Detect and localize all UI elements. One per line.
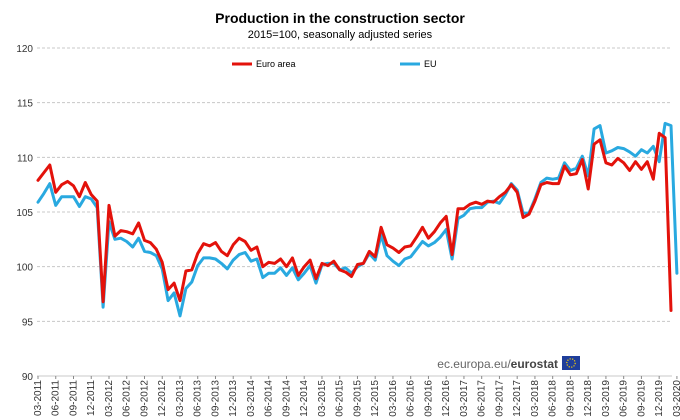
chart-title: Production in the construction sector [215,10,465,26]
credit-prefix: ec.europa.eu/ [437,357,511,371]
x-tick-label: 09-2013 [210,380,221,417]
y-tick-label: 90 [22,372,34,383]
x-tick-label: 06-2019 [619,380,630,417]
x-tick-label: 06-2018 [548,380,559,417]
x-tick-label: 12-2013 [228,380,239,417]
x-tick-label: 09-2018 [565,380,576,417]
x-tick-label: 09-2014 [281,380,292,417]
x-tick-label: 06-2016 [406,380,417,417]
x-tick-label: 03-2013 [175,380,186,417]
x-tick-label: 03-2012 [104,380,115,417]
x-tick-label: 09-2011 [68,380,79,416]
x-tick-label: 03-2017 [459,380,470,417]
y-axis: 90 95 100 105 110 115 120 [16,44,33,383]
eu-flag-icon [562,356,580,370]
eu-flag-stars-icon [566,358,576,368]
x-tick-label: 12-2015 [370,380,381,417]
svg-text:ec.europa.eu/eurostat: ec.europa.eu/eurostat [437,357,558,371]
credit-bold: eurostat [511,357,558,371]
y-tick-label: 115 [17,99,33,110]
x-tick-label: 03-2020 [672,380,680,417]
x-tick-label: 06-2011 [51,380,62,416]
gridlines [37,47,672,377]
series-lines [36,121,679,318]
x-tick-label: 12-2012 [157,380,168,417]
x-tick-label: 06-2015 [335,380,346,417]
x-tick-label: 03-2014 [246,380,257,417]
series-line-euro-area [36,131,673,312]
x-tick-label: 03-2011 [33,380,44,416]
x-tick-label: 03-2015 [317,380,328,417]
x-tick-label: 09-2019 [636,380,647,417]
x-tick-label: 12-2019 [654,380,665,417]
x-tick-label: 06-2013 [193,380,204,417]
y-tick-label: 100 [16,263,33,274]
x-tick-label: 03-2018 [530,380,541,417]
legend: Euro area EU [232,59,437,69]
x-tick-label: 12-2017 [512,380,523,417]
legend-label-euro-area: Euro area [256,59,296,69]
x-tick-label: 09-2012 [139,380,150,417]
x-tick-label: 06-2017 [477,380,488,417]
x-tick-label: 12-2016 [441,380,452,417]
legend-label-eu: EU [424,59,437,69]
y-tick-label: 105 [16,208,33,219]
x-tick-label: 12-2018 [583,380,594,417]
x-axis: 03-2011 06-2011 09-2011 12-2011 03-2012 06-20… [33,376,680,417]
series-line-eu [36,121,679,318]
x-tick-label: 03-2019 [601,380,612,417]
x-tick-label: 09-2015 [352,380,363,417]
x-tick-label: 09-2016 [423,380,434,417]
x-tick-label: 09-2017 [494,380,505,417]
eurostat-credit: ec.europa.eu/eurostat [437,356,580,371]
y-tick-label: 120 [16,44,33,55]
x-tick-label: 12-2014 [299,380,310,417]
y-tick-label: 95 [22,317,34,328]
x-tick-label: 06-2014 [264,380,275,417]
x-tick-label: 06-2012 [122,380,133,417]
y-tick-label: 110 [17,153,33,164]
x-tick-label: 12-2011 [86,380,97,416]
chart-subtitle: 2015=100, seasonally adjusted series [248,29,433,41]
x-tick-label: 03-2016 [388,380,399,417]
